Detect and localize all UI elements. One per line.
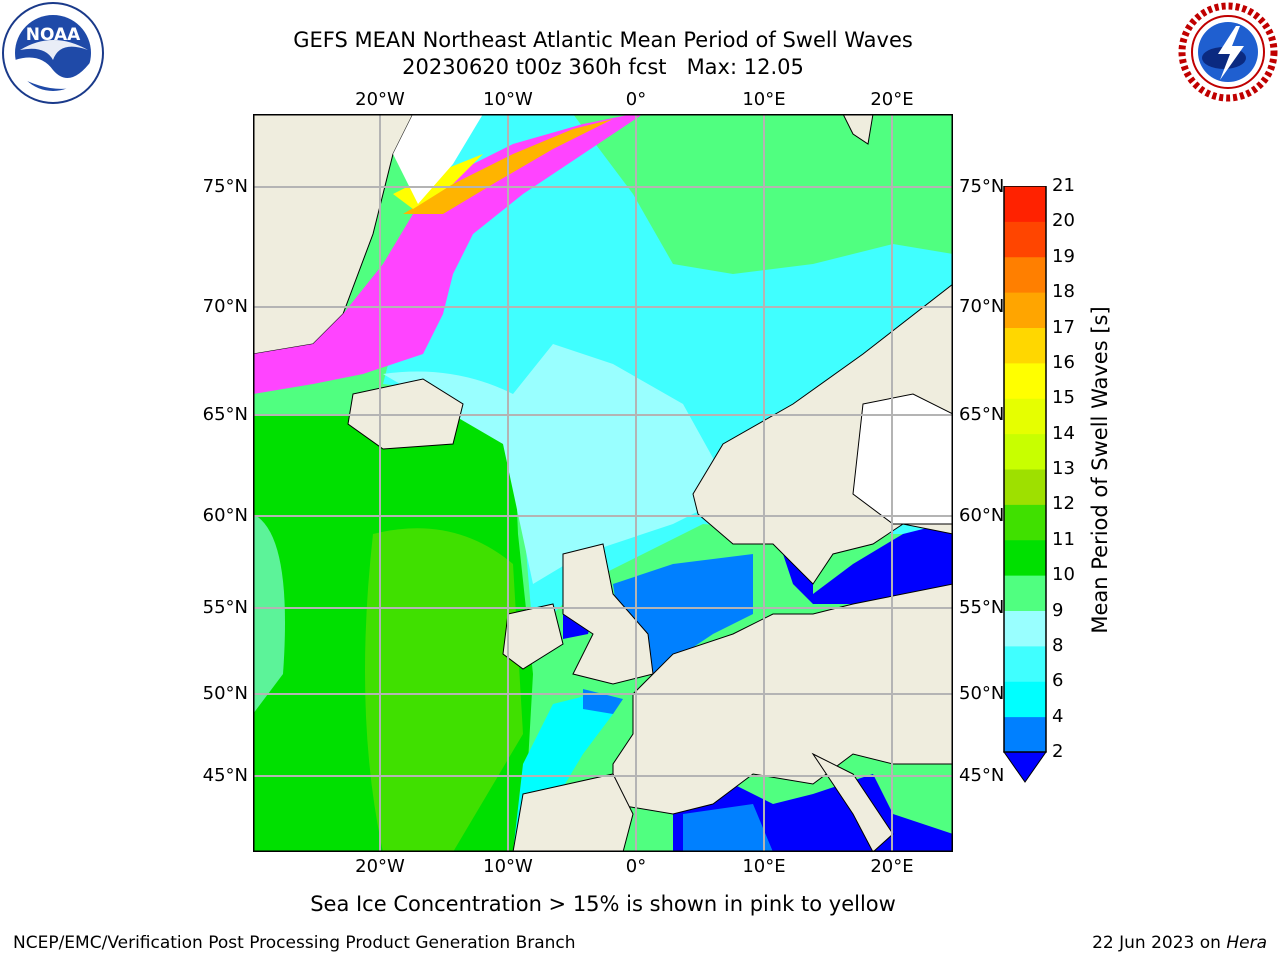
lat-label-left: 60°N: [202, 505, 248, 526]
swell-period-map: [253, 114, 953, 852]
colorbar-tick-label: 20: [1052, 210, 1075, 232]
colorbar-title: Mean Period of Swell Waves [s]: [1088, 306, 1112, 634]
colorbar-band: [1004, 610, 1046, 647]
colorbar-band: [1004, 327, 1046, 364]
colorbar-band: [1004, 469, 1046, 505]
lat-label-right: 50°N: [959, 683, 1005, 704]
greenland-land: [253, 114, 414, 355]
footer-date: 22 Jun 2023 on Hera: [1092, 932, 1267, 954]
colorbar-tick-label: 8: [1052, 634, 1064, 656]
colorbar-band: [1004, 398, 1046, 435]
lat-label-right: 55°N: [959, 597, 1005, 618]
colorbar-band: [1004, 221, 1046, 258]
colorbar-band: [1004, 433, 1046, 470]
lat-label-right: 70°N: [959, 296, 1005, 317]
lat-label-right: 75°N: [959, 176, 1005, 197]
graticule: [253, 114, 953, 852]
italy-land: [811, 752, 894, 852]
lat-label-right: 60°N: [959, 505, 1005, 526]
colorbar-band: [1004, 292, 1046, 328]
colorbar-tick-label: 21: [1052, 175, 1075, 196]
colorbar-tick-label: 9: [1052, 599, 1064, 621]
colorbar-band: [1004, 256, 1046, 293]
lat-label-left: 70°N: [202, 296, 248, 317]
colorbar-tick-label: 14: [1052, 422, 1075, 444]
colorbar-frame: [1003, 186, 1047, 753]
colorbar-tick-label: 18: [1052, 281, 1075, 303]
lon-label-top: 10°W: [483, 89, 533, 110]
bothnia-white: [852, 393, 953, 525]
colorbar-band: [1004, 575, 1046, 611]
lat-label-left: 50°N: [202, 683, 248, 704]
colorbar-extend-min: [1003, 751, 1047, 783]
lon-label-bottom: 10°W: [483, 856, 533, 877]
colorbar-tick-label: 19: [1052, 245, 1075, 267]
ocean-field-yellow-green: [365, 528, 523, 852]
lon-label-bottom: 20°W: [355, 856, 405, 877]
svg-text:NOAA: NOAA: [26, 25, 81, 45]
footer-credit: NCEP/EMC/Verification Post Processing Pr…: [13, 933, 576, 953]
ocean-field-pale: [253, 514, 285, 714]
lat-label-right: 45°N: [959, 765, 1005, 786]
noaa-logo-icon: NOAA: [2, 2, 104, 104]
colorbar-tick-label: 16: [1052, 351, 1075, 373]
chart-title: GEFS MEAN Northeast Atlantic Mean Period…: [293, 28, 913, 52]
lon-label-bottom: 20°E: [870, 856, 914, 877]
colorbar-band: [1004, 504, 1046, 541]
biscay-blue: [583, 689, 623, 714]
baltic-sea-blue: [773, 524, 953, 614]
colorbar-tick-label: 10: [1052, 564, 1075, 586]
lon-label-bottom: 0°: [625, 856, 647, 877]
great-britain-land: [562, 543, 654, 685]
colorbar-tick-label: 6: [1052, 670, 1064, 692]
chart-subtitle: 20230620 t00z 360h fcst Max: 12.05: [402, 55, 804, 79]
iberia-land: [512, 773, 634, 852]
lon-label-top: 0°: [625, 89, 647, 110]
colorbar-band: [1004, 539, 1046, 576]
lat-label-left: 55°N: [202, 597, 248, 618]
sea-ice-pink: [253, 114, 643, 394]
sea-ice-white: [393, 114, 483, 204]
colorbar-tick-label: 12: [1052, 493, 1075, 515]
lon-label-top: 20°E: [870, 89, 914, 110]
colorbar-tick-label: 15: [1052, 387, 1075, 409]
svalbard-land: [842, 114, 874, 145]
colorbar-tick-label: 13: [1052, 458, 1075, 479]
sea-ice-note: Sea Ice Concentration > 15% is shown in …: [310, 892, 896, 916]
lat-label-left: 65°N: [202, 404, 248, 425]
colorbar-tick-label: 2: [1052, 741, 1064, 762]
lat-label-left: 45°N: [202, 765, 248, 786]
ocean-field-pale-cyan: [383, 344, 733, 584]
lat-label-left: 75°N: [202, 176, 248, 197]
map-border: [253, 114, 953, 852]
nws-logo-icon: [1178, 2, 1278, 102]
lat-label-right: 65°N: [959, 404, 1005, 425]
ireland-land: [502, 603, 564, 670]
lon-label-top: 20°W: [355, 89, 405, 110]
colorbar-band: [1004, 681, 1046, 718]
colorbar-tick-label: 11: [1052, 528, 1075, 550]
mediterranean-west-blue: [683, 804, 773, 852]
colorbar: [1003, 186, 1047, 783]
footer-date-text: 22 Jun 2023 on: [1092, 933, 1227, 953]
lon-label-bottom: 10°E: [742, 856, 786, 877]
colorbar-tick-label: 4: [1052, 705, 1064, 727]
colorbar-band: [1004, 645, 1046, 682]
colorbar-band: [1004, 186, 1046, 222]
colorbar-tick-label: 17: [1052, 316, 1075, 338]
lon-label-top: 10°E: [742, 89, 786, 110]
colorbar-band: [1004, 716, 1046, 753]
colorbar-band: [1004, 362, 1046, 399]
footer-machine: Hera: [1226, 933, 1267, 953]
